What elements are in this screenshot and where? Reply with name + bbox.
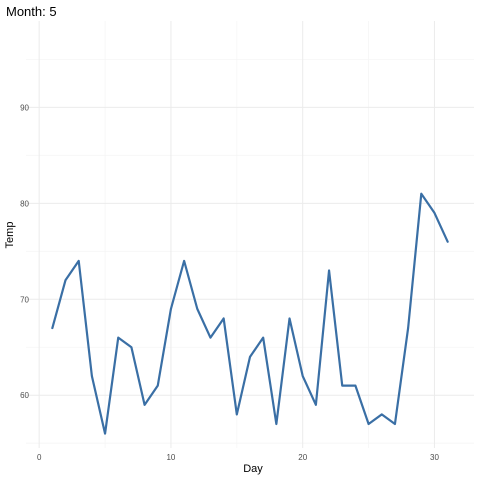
y-tick-label: 60 (20, 391, 29, 400)
x-axis-title: Day (243, 463, 263, 475)
x-tick-label: 20 (298, 453, 307, 462)
y-axis-title: Temp (4, 222, 16, 249)
x-tick-label: 0 (37, 453, 42, 462)
chart-title: Month: 5 (6, 4, 57, 19)
y-tick-label: 90 (20, 103, 29, 112)
x-tick-label: 30 (430, 453, 439, 462)
series-layer (51, 192, 449, 435)
series-line (51, 192, 449, 435)
tick-labels: 0 10 20 30 60 70 80 90 (20, 103, 439, 462)
x-tick-label: 10 (166, 453, 175, 462)
y-tick-label: 80 (20, 199, 29, 208)
y-tick-label: 70 (20, 295, 29, 304)
